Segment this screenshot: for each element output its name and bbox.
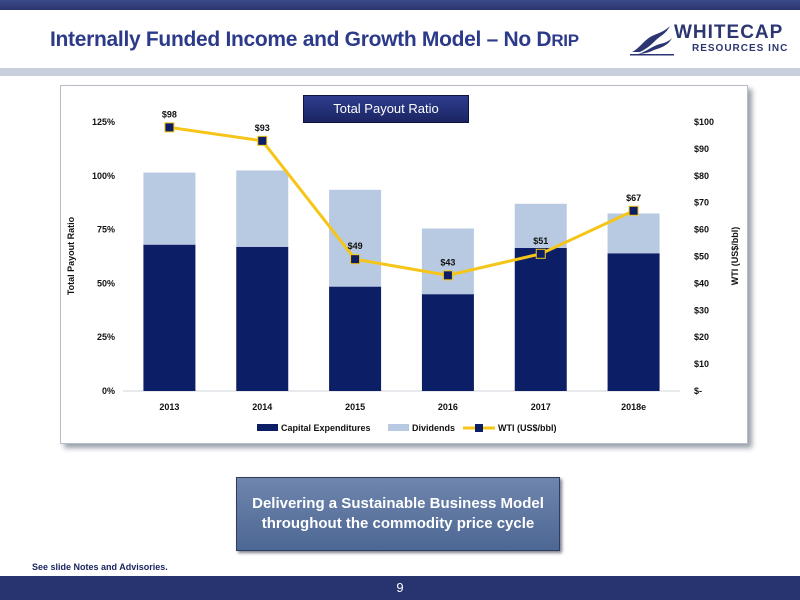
legend-capex-swatch [257,424,278,431]
whitecap-wave-icon [630,26,674,56]
y2-tick-label: $40 [694,278,709,288]
y2-tick-label: $- [694,386,702,396]
title-main: Internally Funded Income and Growth Mode… [50,28,552,51]
wti-data-label: $93 [255,123,270,133]
bar-capex [143,244,196,391]
footer-bar: 9 [0,576,800,600]
y-tick-label: 125% [92,117,115,127]
page-number: 9 [396,580,404,595]
y-tick-label: 75% [97,225,115,235]
y-tick-label: 25% [97,332,115,342]
callout-line-2: throughout the commodity price cycle [261,515,535,532]
wti-marker [628,205,639,216]
header-band [0,68,800,76]
callout-line-1: Delivering a Sustainable Business Model [252,495,544,512]
wti-data-label: $51 [533,236,548,246]
chart-title: Total Payout Ratio [303,95,469,123]
y2-tick-label: $10 [694,359,709,369]
bar-capex [514,247,567,391]
slide-notes-text: See slide Notes and Advisories. [32,562,168,572]
y2-tick-label: $30 [694,305,709,315]
wti-marker [442,270,453,281]
x-tick-label: 2018e [621,402,646,412]
wti-marker [350,254,361,265]
y-tick-label: 0% [102,386,115,396]
bar-capex [607,253,660,391]
company-logo: WHITECAP RESOURCES INC [630,22,790,58]
y2-tick-label: $70 [694,198,709,208]
bar-dividends [421,228,474,295]
wti-data-label: $43 [440,257,455,267]
bar-dividends [514,203,567,248]
bar-capex [421,294,474,391]
x-tick-label: 2014 [252,402,272,412]
bar-capex [236,246,289,391]
y-tick-label: 50% [97,278,115,288]
y2-tick-label: $50 [694,252,709,262]
legend-dividends-swatch [388,424,409,431]
page-title: Internally Funded Income and Growth Mode… [50,28,579,52]
x-tick-label: 2015 [345,402,365,412]
y2-axis-title: WTI (US$/bbl) [730,227,740,286]
legend-wti-marker [475,424,483,432]
logo-wordmark: WHITECAP [674,22,784,43]
y2-tick-label: $80 [694,171,709,181]
legend-dividends-label: Dividends [412,423,455,433]
wti-data-label: $49 [348,241,363,251]
y2-tick-label: $100 [694,117,714,127]
y2-tick-label: $90 [694,144,709,154]
legend-wti-label: WTI (US$/bbl) [498,423,557,433]
bar-capex [329,286,382,391]
legend-capex-label: Capital Expenditures [281,423,371,433]
bar-dividends [143,172,196,245]
x-tick-label: 2013 [159,402,179,412]
bar-dividends [236,170,289,247]
wti-data-label: $67 [626,193,641,203]
y2-tick-label: $60 [694,225,709,235]
logo-subtext: RESOURCES INC [692,43,789,54]
top-strip [0,0,800,10]
y-axis-title: Total Payout Ratio [66,216,76,295]
x-tick-label: 2017 [531,402,551,412]
title-smallcaps: RIP [551,31,579,50]
y-tick-label: 100% [92,171,115,181]
wti-marker [257,135,268,146]
y2-tick-label: $20 [694,332,709,342]
wti-marker [535,248,546,259]
header-bar [0,10,800,68]
wti-line [169,125,635,277]
wti-marker [164,122,175,133]
wti-data-label: $98 [162,109,177,119]
callout-box: Delivering a Sustainable Business Model … [236,477,560,551]
x-tick-label: 2016 [438,402,458,412]
